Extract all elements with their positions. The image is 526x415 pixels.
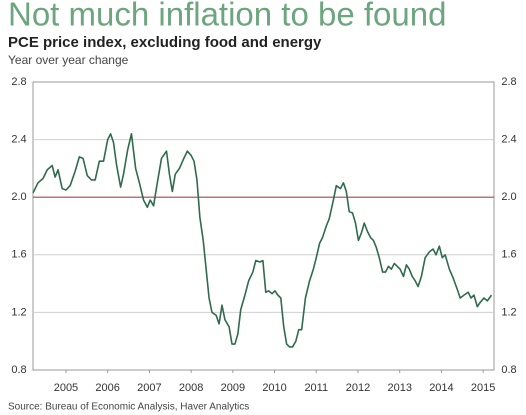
y-tick-label-right: 1.6 <box>501 249 516 261</box>
y-tick-label: 2.0 <box>11 191 26 203</box>
x-tick-label: 2005 <box>54 382 78 394</box>
source-note: Source: Bureau of Economic Analysis, Hav… <box>8 402 249 413</box>
x-tick-label: 2012 <box>346 382 370 394</box>
plot-frame <box>32 81 495 371</box>
x-tick-label: 2011 <box>304 382 328 394</box>
y-axis-label: Year over year change <box>8 53 129 67</box>
y-tick-label-right: 2.0 <box>501 191 516 203</box>
x-tick-label: 2015 <box>471 382 495 394</box>
y-tick-label-right: 0.8 <box>501 364 516 376</box>
x-tick-label: 2010 <box>262 382 286 394</box>
x-tick-label: 2014 <box>429 382 453 394</box>
chart-subtitle: PCE price index, excluding food and ener… <box>8 34 322 51</box>
x-tick-label: 2006 <box>95 382 119 394</box>
y-tick-label-right: 1.2 <box>501 306 516 318</box>
x-tick-label: 2008 <box>179 382 203 394</box>
x-tick-label: 2013 <box>387 382 411 394</box>
y-tick-label: 2.4 <box>11 134 26 146</box>
y-tick-label: 0.8 <box>11 364 26 376</box>
chart-title: Not much inflation to be found <box>8 0 446 33</box>
y-tick-label: 1.2 <box>11 306 26 318</box>
y-tick-label: 2.8 <box>11 76 26 88</box>
y-tick-label: 1.6 <box>11 249 26 261</box>
y-tick-label-right: 2.8 <box>501 76 516 88</box>
x-tick-label: 2009 <box>221 382 245 394</box>
x-tick-label: 2007 <box>137 382 161 394</box>
y-tick-label-right: 2.4 <box>501 134 516 146</box>
data-line <box>32 133 493 348</box>
